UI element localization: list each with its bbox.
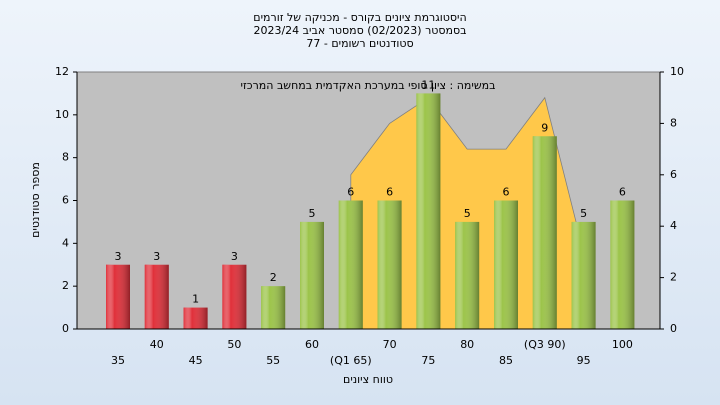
data-label: 3 — [115, 250, 122, 263]
y-tick-label: 2 — [62, 279, 69, 292]
x-tick-label: 35 — [111, 354, 125, 367]
data-label: 5 — [580, 207, 587, 220]
x-tick-label: 45 — [189, 354, 203, 367]
data-label: 1 — [192, 293, 199, 306]
x-tick-label: (Q1 65) — [330, 354, 372, 367]
y2-tick-label: 0 — [670, 322, 677, 335]
y2-tick-label: 6 — [670, 168, 677, 181]
x-tick-label: 100 — [612, 338, 633, 351]
bar-shade — [571, 221, 596, 329]
bar-shade — [494, 200, 518, 329]
bar-shade — [300, 221, 324, 329]
y-tick-label: 8 — [62, 151, 69, 164]
bar-shade — [532, 136, 557, 329]
y2-tick-label: 4 — [670, 219, 677, 232]
bar-shade — [144, 264, 169, 329]
x-tick-label: 70 — [383, 338, 397, 351]
y-tick-label: 10 — [55, 108, 69, 121]
bar-shade — [261, 286, 286, 329]
y-tick-label: 6 — [62, 194, 69, 207]
data-label: 6 — [386, 186, 393, 199]
y-tick-label: 0 — [62, 322, 69, 335]
data-label: 9 — [541, 121, 548, 134]
x-tick-label: 80 — [460, 338, 474, 351]
x-axis-label: טווח ציונים — [343, 373, 393, 386]
data-label: 5 — [309, 207, 316, 220]
data-label: 6 — [619, 186, 626, 199]
data-label: 11 — [421, 78, 435, 91]
y2-tick-label: 8 — [670, 116, 677, 129]
data-label: 2 — [270, 271, 277, 284]
data-label: 3 — [231, 250, 238, 263]
bar-shade — [106, 264, 130, 329]
data-label: 6 — [347, 186, 354, 199]
bar-shade — [183, 307, 208, 329]
x-tick-label: (Q3 90) — [524, 338, 566, 351]
y2-tick-label: 2 — [670, 271, 677, 284]
title-line: היסטוגרמת ציונים בקורס - מכניקה של זורמי… — [253, 11, 466, 24]
y-axis-label: מספר סטודנטים — [29, 162, 42, 238]
y-tick-label: 4 — [62, 236, 69, 249]
x-tick-label: 50 — [227, 338, 241, 351]
title-line: בסמסטר (02/2023) סמסטר אביב 2023/24 — [253, 24, 466, 37]
x-tick-label: 95 — [577, 354, 591, 367]
y-tick-label: 12 — [55, 65, 69, 78]
x-tick-label: 75 — [421, 354, 435, 367]
data-label: 5 — [464, 207, 471, 220]
bar-shade — [416, 93, 441, 330]
y2-tick-label: 10 — [670, 65, 684, 78]
bar-shade — [610, 200, 635, 329]
data-label: 6 — [503, 186, 510, 199]
data-label: 3 — [153, 250, 160, 263]
bar-shade — [377, 200, 402, 329]
bar-shade — [338, 200, 363, 329]
x-tick-label: 60 — [305, 338, 319, 351]
bar-shade — [222, 264, 247, 329]
title-line: סטודנטים רשומים - 77 — [306, 37, 413, 50]
bar-shade — [455, 221, 480, 329]
x-tick-label: 85 — [499, 354, 513, 367]
x-tick-label: 40 — [150, 338, 164, 351]
x-tick-label: 55 — [266, 354, 280, 367]
annotation: במשימה : ציון סופי במערכת האקדמית במחשב … — [241, 79, 496, 92]
